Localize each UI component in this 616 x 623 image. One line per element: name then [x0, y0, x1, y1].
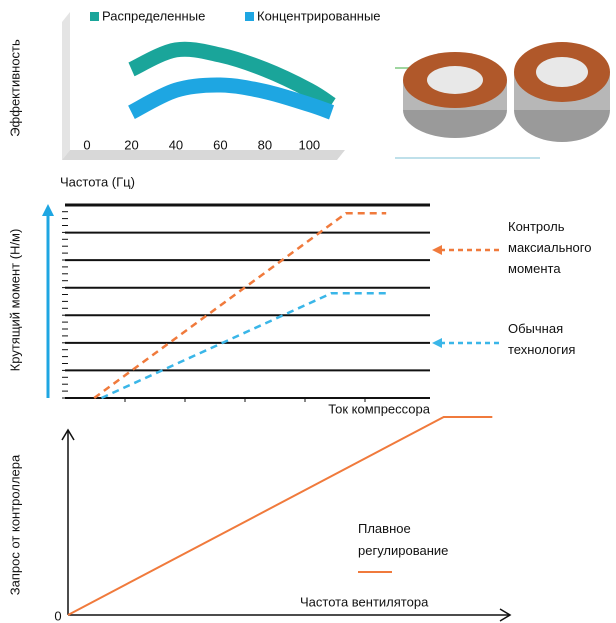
x-axis-label: Частота вентилятора: [300, 594, 429, 609]
efficiency-ribbon: [128, 41, 336, 111]
legend-arrowhead: [432, 245, 442, 255]
axis-wall: [62, 12, 70, 160]
axes: [61, 428, 512, 622]
x-tick-label: 80: [258, 137, 272, 152]
x-tick-label: 100: [298, 137, 320, 152]
x-tick-label: 60: [213, 137, 227, 152]
torque-line: [93, 212, 387, 400]
y-axis-label: Запрос от контроллера: [7, 454, 22, 595]
y-arrowhead: [42, 204, 54, 216]
x-axis-label: Ток компрессора: [328, 401, 431, 416]
legend-label: Обычная технология: [508, 321, 575, 357]
x-tick-label: 20: [124, 137, 138, 152]
x-tick-label: 0: [83, 137, 90, 152]
request-line: [67, 416, 493, 616]
torque-line: [100, 291, 387, 400]
legend-swatch: [90, 12, 99, 21]
y-axis-label: Эффективность: [7, 39, 22, 137]
legend-label: Концентрированные: [257, 8, 381, 23]
x-tick-label: 0: [54, 608, 61, 623]
legend-label: Плавное регулирование: [358, 521, 448, 558]
x-axis-label: Частота (Гц): [60, 174, 135, 189]
x-tick-label: 40: [169, 137, 183, 152]
legend-label: Контроль максиального момента: [508, 219, 591, 276]
axis-floor: [62, 150, 345, 160]
legend-swatch: [245, 12, 254, 21]
stator-images: [395, 42, 610, 159]
efficiency-ribbon: [127, 77, 335, 120]
y-axis-label: Крутящий момент (Н/м): [7, 229, 22, 372]
legend-label: Распределенные: [102, 8, 205, 23]
legend-arrowhead: [432, 338, 442, 348]
